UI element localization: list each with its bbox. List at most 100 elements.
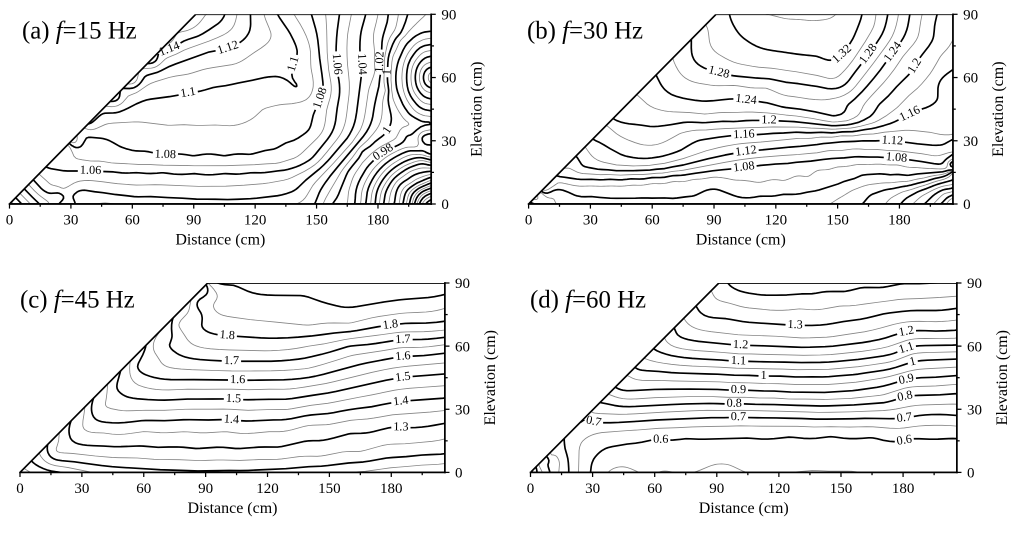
svg-text:120: 120 bbox=[768, 481, 791, 497]
svg-text:1.7: 1.7 bbox=[224, 353, 240, 367]
svg-text:180: 180 bbox=[892, 481, 915, 497]
svg-text:30: 30 bbox=[63, 213, 78, 229]
svg-text:1.6: 1.6 bbox=[230, 372, 246, 386]
svg-text:1.6: 1.6 bbox=[395, 348, 411, 363]
svg-text:0.8: 0.8 bbox=[896, 387, 914, 404]
svg-text:1.24: 1.24 bbox=[735, 91, 758, 107]
svg-text:30: 30 bbox=[74, 481, 89, 497]
svg-text:( c ) =: ( c ) = 4 5 H z f bbox=[20, 287, 140, 314]
svg-text:1.08: 1.08 bbox=[885, 149, 908, 165]
svg-text:1.4: 1.4 bbox=[392, 393, 409, 409]
svg-text:1.3: 1.3 bbox=[787, 317, 803, 332]
svg-text:1.1: 1.1 bbox=[284, 54, 302, 73]
svg-text:0: 0 bbox=[525, 213, 533, 229]
svg-text:150: 150 bbox=[830, 481, 853, 497]
svg-text:1.12: 1.12 bbox=[881, 132, 903, 147]
svg-text:90: 90 bbox=[186, 213, 201, 229]
svg-text:30: 30 bbox=[455, 402, 470, 418]
svg-text:60: 60 bbox=[963, 71, 978, 87]
svg-text:30: 30 bbox=[967, 402, 982, 418]
svg-text:1.12: 1.12 bbox=[215, 37, 240, 57]
svg-text:60: 60 bbox=[647, 481, 662, 497]
svg-text:30: 30 bbox=[585, 481, 600, 497]
svg-text:1.4: 1.4 bbox=[223, 411, 239, 426]
svg-text:1.04: 1.04 bbox=[355, 53, 370, 75]
svg-text:0: 0 bbox=[16, 481, 23, 497]
svg-text:60: 60 bbox=[967, 339, 982, 355]
svg-text:1.06: 1.06 bbox=[330, 53, 346, 75]
svg-text:0: 0 bbox=[441, 197, 449, 213]
svg-text:90: 90 bbox=[455, 276, 470, 292]
svg-text:Elevation (cm): Elevation (cm) bbox=[482, 330, 499, 425]
svg-text:30: 30 bbox=[441, 134, 456, 150]
svg-text:0.9: 0.9 bbox=[897, 370, 915, 387]
svg-text:1.12: 1.12 bbox=[734, 142, 757, 159]
svg-text:1.3: 1.3 bbox=[393, 419, 409, 433]
svg-text:0: 0 bbox=[963, 197, 971, 213]
svg-text:180: 180 bbox=[367, 213, 390, 229]
svg-text:1.5: 1.5 bbox=[394, 369, 411, 385]
svg-text:0.6: 0.6 bbox=[895, 431, 912, 447]
svg-text:90: 90 bbox=[441, 8, 456, 24]
svg-text:90: 90 bbox=[709, 481, 724, 497]
svg-text:0.7: 0.7 bbox=[731, 409, 746, 423]
svg-text:0.7: 0.7 bbox=[896, 409, 913, 425]
svg-text:Elevation (cm): Elevation (cm) bbox=[994, 330, 1011, 425]
svg-text:30: 30 bbox=[583, 213, 598, 229]
svg-text:180: 180 bbox=[380, 481, 403, 497]
svg-text:Distance (cm): Distance (cm) bbox=[175, 231, 265, 248]
svg-text:1.7: 1.7 bbox=[395, 331, 411, 346]
svg-text:90: 90 bbox=[967, 276, 982, 292]
svg-text:60: 60 bbox=[125, 213, 140, 229]
svg-text:60: 60 bbox=[455, 339, 470, 355]
svg-text:1.16: 1.16 bbox=[733, 126, 755, 141]
svg-text:Elevation (cm): Elevation (cm) bbox=[468, 61, 485, 156]
svg-text:30: 30 bbox=[963, 134, 978, 150]
svg-text:Elevation (cm): Elevation (cm) bbox=[990, 61, 1007, 156]
svg-text:150: 150 bbox=[826, 213, 849, 229]
svg-text:150: 150 bbox=[318, 481, 341, 497]
svg-text:90: 90 bbox=[963, 8, 978, 24]
svg-text:( a ) =: ( a ) = 1 5 H z f bbox=[22, 18, 142, 45]
svg-text:1.1: 1.1 bbox=[731, 353, 747, 368]
svg-text:1: 1 bbox=[908, 353, 917, 368]
svg-text:1.28: 1.28 bbox=[707, 62, 731, 81]
svg-text:( d ) =: ( d ) = 6 0 H z f bbox=[530, 287, 652, 314]
svg-text:1: 1 bbox=[379, 69, 393, 76]
svg-text:120: 120 bbox=[765, 213, 788, 229]
svg-text:1.2: 1.2 bbox=[897, 322, 915, 339]
svg-text:90: 90 bbox=[707, 213, 722, 229]
svg-text:1: 1 bbox=[760, 368, 766, 382]
svg-text:1.2: 1.2 bbox=[761, 112, 777, 126]
svg-text:1.06: 1.06 bbox=[80, 163, 102, 177]
svg-text:0: 0 bbox=[967, 466, 975, 482]
svg-text:0.9: 0.9 bbox=[731, 382, 746, 396]
svg-text:0: 0 bbox=[6, 213, 14, 229]
svg-text:0: 0 bbox=[527, 481, 535, 497]
svg-text:0.7: 0.7 bbox=[585, 412, 603, 429]
svg-text:1.2: 1.2 bbox=[904, 55, 924, 75]
svg-text:90: 90 bbox=[198, 481, 213, 497]
svg-text:1.1: 1.1 bbox=[897, 338, 916, 356]
svg-text:180: 180 bbox=[888, 213, 911, 229]
svg-text:120: 120 bbox=[244, 213, 267, 229]
svg-text:0.6: 0.6 bbox=[653, 432, 668, 446]
svg-text:150: 150 bbox=[305, 213, 328, 229]
svg-text:Distance (cm): Distance (cm) bbox=[699, 500, 789, 517]
svg-text:60: 60 bbox=[441, 71, 456, 87]
svg-text:Distance (cm): Distance (cm) bbox=[696, 231, 786, 248]
svg-text:( b ) =: ( b ) = 3 0 H z f bbox=[527, 18, 649, 45]
svg-text:Distance (cm): Distance (cm) bbox=[187, 500, 277, 517]
svg-text:0: 0 bbox=[455, 466, 463, 482]
svg-text:1.08: 1.08 bbox=[732, 158, 755, 174]
svg-text:1.8: 1.8 bbox=[382, 316, 399, 332]
svg-text:60: 60 bbox=[645, 213, 660, 229]
svg-text:1.08: 1.08 bbox=[154, 146, 176, 161]
svg-text:1.08: 1.08 bbox=[309, 85, 329, 110]
svg-text:1.2: 1.2 bbox=[733, 337, 749, 352]
svg-text:60: 60 bbox=[136, 481, 151, 497]
svg-text:120: 120 bbox=[256, 481, 279, 497]
svg-text:1.1: 1.1 bbox=[179, 84, 196, 100]
svg-text:1.02: 1.02 bbox=[372, 51, 387, 73]
svg-text:0.8: 0.8 bbox=[727, 396, 742, 410]
